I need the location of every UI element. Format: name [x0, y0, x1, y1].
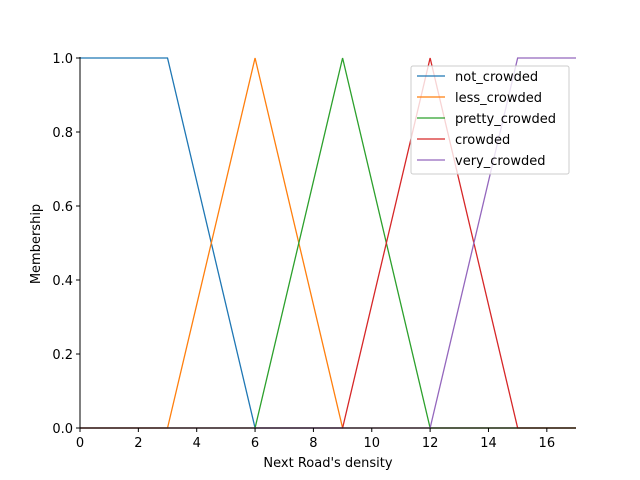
y-tick-label: 0.4 [52, 274, 73, 289]
x-tick-label: 2 [134, 436, 142, 451]
x-tick-label: 4 [193, 436, 201, 451]
x-tick-label: 8 [309, 436, 317, 451]
ticks-layer: 0 2 4 6 8 10 12 14 16 0.0 0.2 0.4 0.6 0.8 1.0 [52, 52, 555, 451]
y-axis-label: Membership [29, 204, 44, 284]
legend-label-very-crowded: very_crowded [455, 154, 546, 169]
legend-box [410, 65, 570, 175]
y-tick-label: 0.0 [52, 422, 73, 437]
x-tick-label: 14 [480, 436, 497, 451]
y-tick-label: 0.6 [52, 200, 73, 215]
x-tick-label: 16 [539, 436, 556, 451]
axes-layer [79, 57, 576, 429]
legend: not_crowded less_crowded pretty_crowdedcro… [410, 65, 570, 175]
x-tick-label: 10 [363, 436, 380, 451]
x-tick-label: 12 [422, 436, 439, 451]
legend-label-not-crowded: not_crowded [455, 70, 538, 85]
legend-label-less-crowded: less_crowded [455, 91, 542, 106]
y-tick-label: 0.8 [52, 126, 73, 141]
x-tick-label: 6 [251, 436, 259, 451]
y-tick-label: 0.2 [52, 348, 73, 363]
legend-label-pretty-crowded: pretty_crowded [455, 112, 556, 127]
legend-label-crowded: crowded [455, 133, 510, 148]
x-tick-label: 0 [76, 436, 84, 451]
y-tick-label: 1.0 [52, 52, 73, 67]
x-axis-label: Next Road's density [263, 456, 392, 471]
